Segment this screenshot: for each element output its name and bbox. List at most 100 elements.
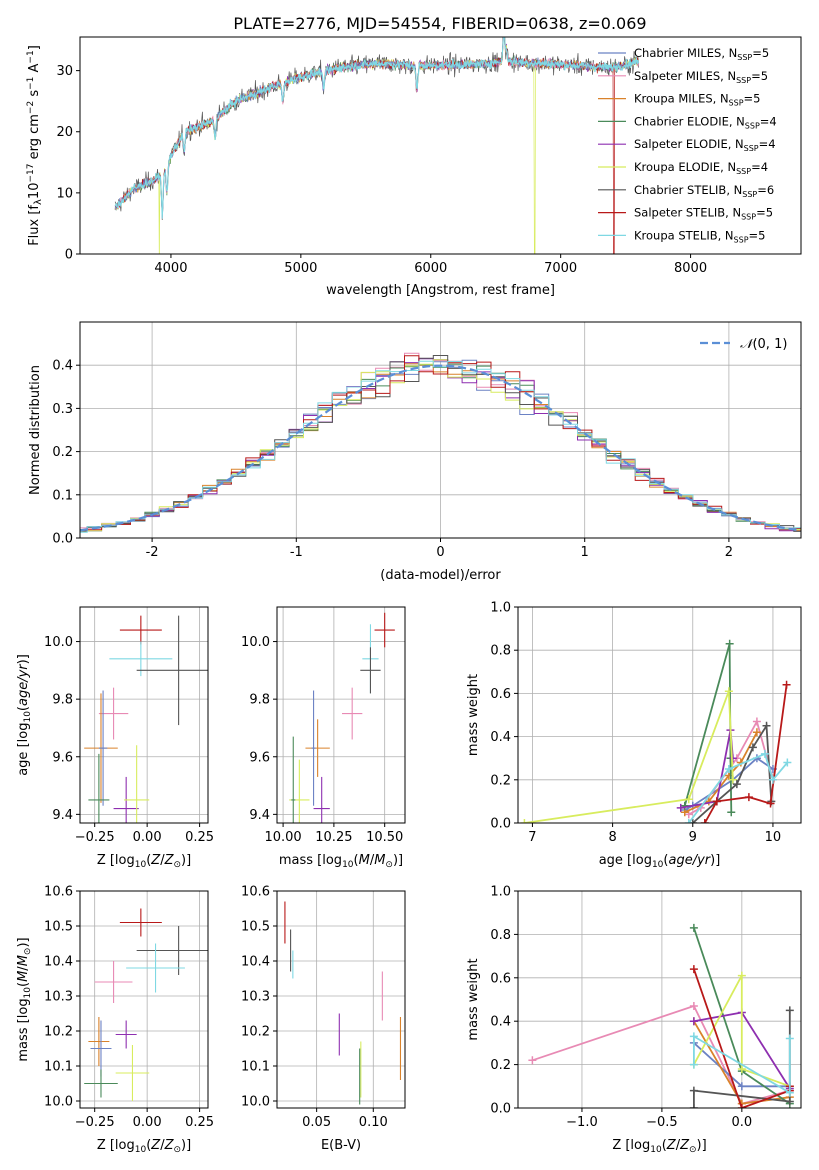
- tick-label-x: 2: [725, 545, 733, 560]
- label-part: ⊙: [173, 1145, 181, 1155]
- weight-marker: [676, 803, 685, 812]
- weight-marker: [689, 1086, 698, 1095]
- weight-marker: [783, 758, 792, 767]
- age_vs_Z-plot-area: [84, 615, 208, 823]
- tick-label-y: 10.5: [44, 920, 73, 935]
- weight-series-kroupa_elodie: [520, 687, 737, 823]
- weight-marker: [689, 923, 698, 932]
- errorbar-chabrier_miles: [90, 1020, 112, 1077]
- tick-label-y: 10.2: [44, 1025, 73, 1040]
- label-part: M: [16, 955, 31, 966]
- weight_vs_age-plot-area: [520, 639, 792, 823]
- x-axis-label: mass [log10(M/M⊙)]: [279, 853, 403, 870]
- spectrum-line-kroupa_miles: [114, 37, 639, 214]
- label-part: Salpeter ELODIE, N: [634, 137, 744, 151]
- errorbar-kroupa_elodie: [124, 745, 150, 823]
- tick-label-x: 6000: [414, 261, 447, 276]
- tick-label-x: 0: [436, 545, 444, 560]
- weight-line: [524, 690, 734, 823]
- weight-marker: [752, 717, 761, 726]
- weight-marker: [689, 1104, 698, 1108]
- errorbar-salpeter_miles: [94, 961, 133, 1003]
- tick-label-y: 0.2: [490, 1058, 511, 1073]
- label-part: 10: [652, 860, 664, 870]
- label-part: Z: [679, 1138, 690, 1153]
- x-axis-label: wavelength [Angstrom, rest frame]: [326, 283, 555, 298]
- label-part: )]: [697, 1138, 707, 1153]
- y-axis-label: mass weight: [466, 958, 481, 1040]
- tick-label-x: 0.00: [133, 830, 162, 845]
- label-part: SSP: [737, 53, 752, 62]
- label-part: age/yr: [668, 853, 711, 868]
- tick-label-x: 1: [581, 545, 589, 560]
- tick-label-x: 5000: [284, 261, 317, 276]
- label-part: age/yr: [16, 663, 31, 706]
- x-axis-label: (data-model)/error: [380, 568, 501, 583]
- tick-label-y: 10.0: [241, 1095, 270, 1110]
- figure-title: PLATE=2776, MJD=54554, FIBERID=0638, z=0…: [233, 14, 646, 33]
- mass_vs_EBV-decorations: 0.05 0.10 10.0 10.1 10.2 10.3 10.4 10.5 10.6 E(B-…: [241, 885, 406, 1153]
- tick-label-x: 0.00: [133, 1115, 162, 1130]
- mass_vs_Z-plot-area: [84, 908, 208, 1101]
- weight-marker: [712, 797, 721, 806]
- y-axis-label: age [log10(age/yr)]: [16, 654, 33, 776]
- y-axis-label: mass weight: [466, 674, 481, 756]
- weight-line: [693, 975, 791, 1088]
- mass_vs_Z-decorations: −0.25 0.00 0.25 10.0 10.1 10.2 10.3 10.4 10.5 10.…: [16, 885, 214, 1156]
- weight-marker: [700, 819, 709, 823]
- errorbar-chabrier_elodie: [84, 1069, 118, 1098]
- tick-label-x: −0.25: [75, 830, 115, 845]
- label-part: Kroupa MILES, N: [634, 92, 729, 106]
- tick-label-x: 8000: [674, 261, 707, 276]
- legend-item-salpeter_stelib: Salpeter STELIB, NSSP=5: [598, 206, 773, 222]
- weight-marker: [684, 795, 693, 804]
- legend-label: Salpeter STELIB, NSSP=5: [634, 206, 773, 222]
- tick-label-y: 10.0: [44, 635, 73, 650]
- label-part: Flux [f: [27, 205, 42, 246]
- weight-marker: [704, 797, 713, 806]
- legend-item-chabrier_miles: Chabrier MILES, NSSP=5: [598, 46, 769, 62]
- tick-label-y: 30: [56, 64, 73, 79]
- label-part: Chabrier STELIB, N: [634, 183, 742, 197]
- weight-marker: [785, 1097, 794, 1106]
- label-part: Chabrier MILES, N: [634, 46, 737, 60]
- errorbar-chabrier_miles: [98, 690, 108, 806]
- legend-label: Chabrier ELODIE, NSSP=4: [634, 114, 777, 130]
- label-part: Z [log: [97, 853, 135, 868]
- label-part: −2: [26, 101, 36, 114]
- label-part: =5: [752, 46, 769, 60]
- errorbar-chabrier_stelib: [360, 647, 381, 694]
- label-part: 10: [135, 1145, 147, 1155]
- tick-label-y: 10.6: [44, 885, 73, 900]
- label-part: (: [146, 1138, 151, 1153]
- legend-label: Chabrier MILES, NSSP=5: [634, 46, 769, 62]
- label-part: mass [log: [16, 998, 31, 1061]
- tick-label-y: 0.8: [490, 644, 511, 659]
- tick-label-x: 4000: [154, 261, 187, 276]
- errorbar-chabrier_stelib: [136, 926, 208, 975]
- errorbar-kroupa_miles: [88, 1017, 110, 1066]
- spectrum-line-chabrier_stelib: [114, 37, 639, 221]
- errorbar-salpeter_elodie: [313, 776, 330, 823]
- label-part: −1: [26, 77, 36, 90]
- weight-marker: [725, 639, 734, 648]
- label-part: =5: [749, 228, 766, 242]
- errorbar-salpeter_stelib: [119, 615, 162, 645]
- weight-marker: [728, 775, 737, 784]
- label-part: Salpeter STELIB, N: [634, 206, 741, 220]
- legend-label: Kroupa ELODIE, NSSP=4: [634, 160, 768, 176]
- tick-label-y: 10.5: [241, 920, 270, 935]
- tick-label-y: 9.8: [249, 693, 270, 708]
- errorbar-salpeter_miles: [342, 687, 363, 740]
- age_vs_Z-decorations: −0.25 0.00 0.259.49.69.810.0Z [log10(Z/Z⊙)…: [16, 606, 214, 870]
- tick-label-y: 0.4: [490, 730, 511, 745]
- label-part: SSP: [741, 213, 756, 222]
- y-axis-label: Normed distribution: [28, 365, 43, 495]
- tick-label-y: 0.6: [490, 687, 511, 702]
- mass_vs_EBV-plot-area: [284, 901, 402, 1105]
- weight-series-chabrier_elodie: [680, 639, 736, 817]
- weight-marker: [724, 687, 733, 696]
- tick-label-y: 0.6: [490, 971, 511, 986]
- axes-frame: [517, 606, 802, 824]
